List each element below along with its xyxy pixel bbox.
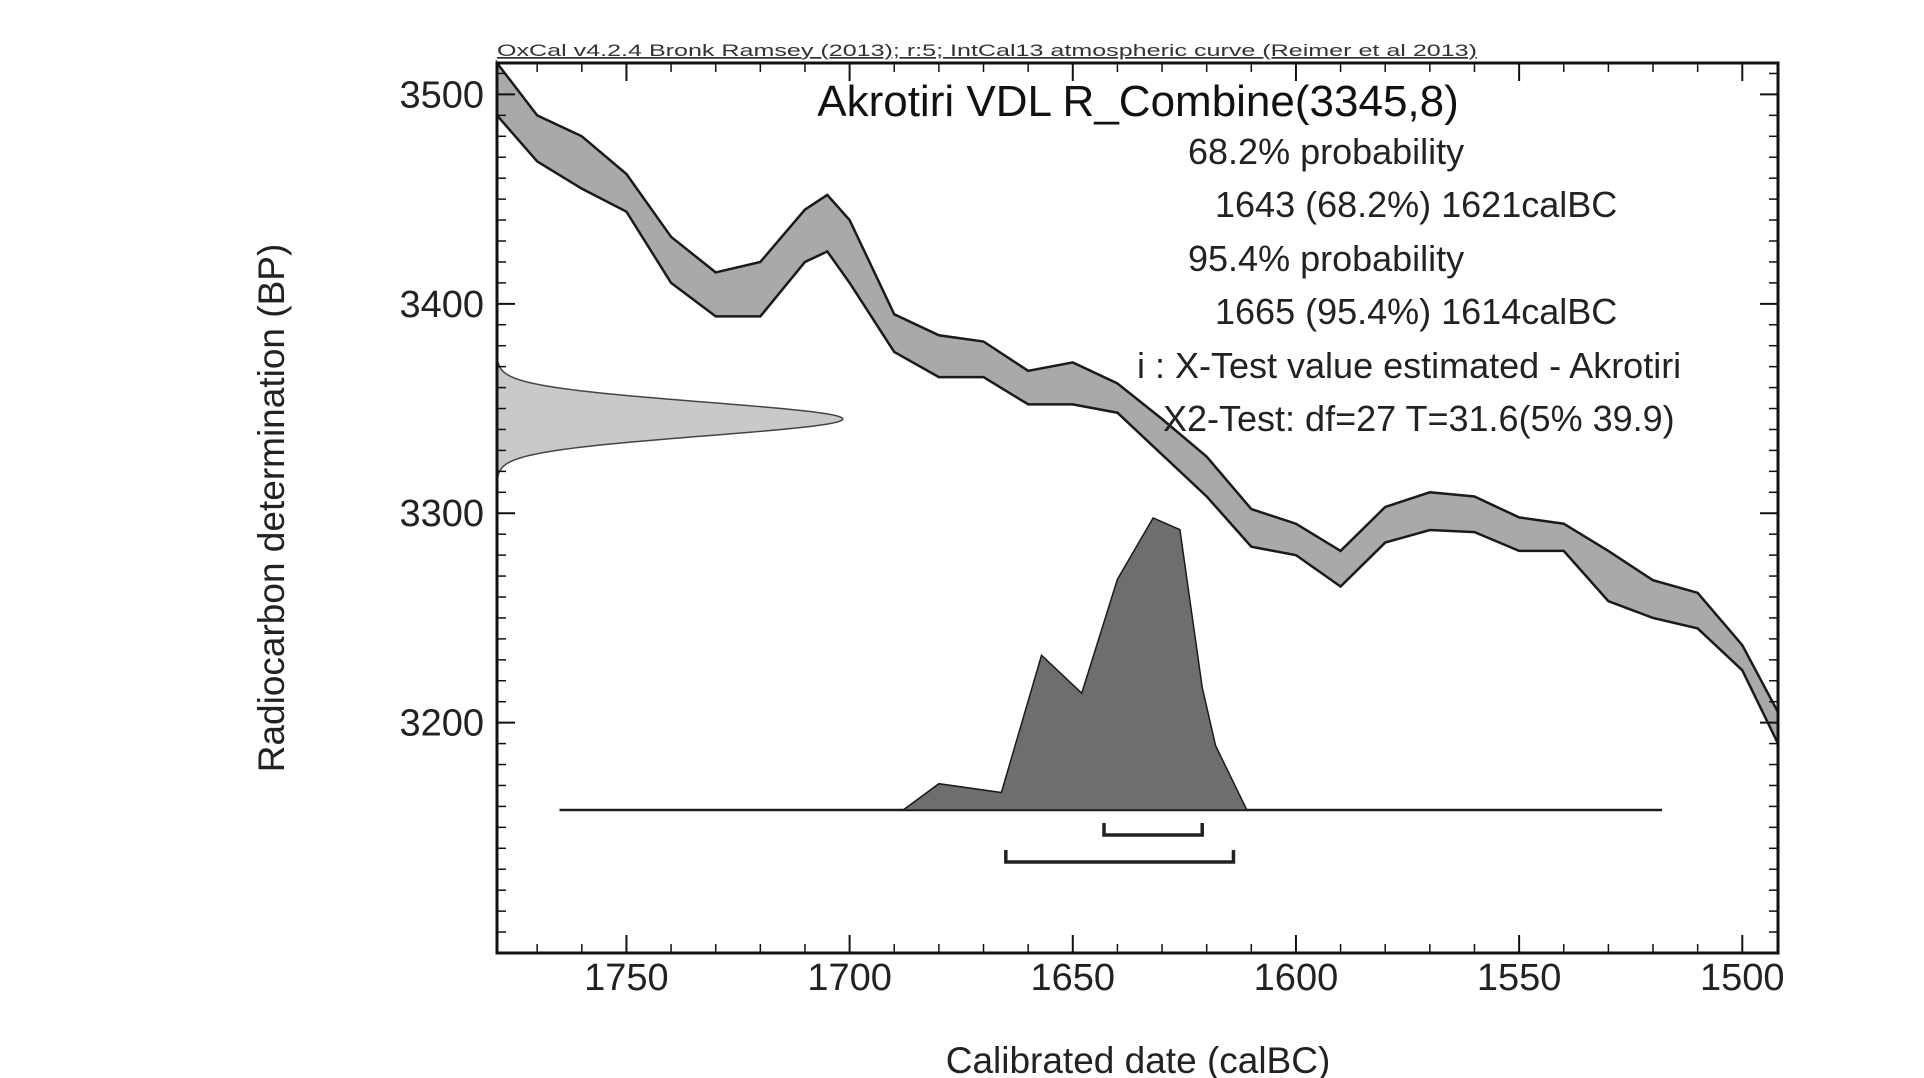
range-bracket-95-4pct bbox=[1004, 850, 1236, 864]
plot-frame bbox=[495, 61, 1780, 955]
annotation-68-range: 1643 (68.2%) 1621calBC bbox=[1215, 184, 1617, 225]
annotation-xtest-note: i : X-Test value estimated - Akrotiri bbox=[1137, 345, 1681, 386]
x-tick-label: 1700 bbox=[807, 957, 892, 999]
tick-labels: 1750 1700 1650 1600 1550 1500 3500 3400 3300 3200 bbox=[399, 74, 1784, 999]
x-tick-label: 1500 bbox=[1700, 957, 1785, 999]
annotation-chi2-test: X2-Test: df=27 T=31.6(5% 39.9) bbox=[1163, 398, 1675, 439]
annotation-95-range: 1665 (95.4%) 1614calBC bbox=[1215, 291, 1617, 332]
x-tick-label: 1750 bbox=[584, 957, 669, 999]
axis-ticks bbox=[497, 63, 1778, 953]
x-tick-label: 1550 bbox=[1477, 957, 1562, 999]
range-bracket-68-2pct bbox=[1102, 823, 1204, 837]
y-tick-label: 3300 bbox=[399, 493, 484, 535]
x-tick-label: 1650 bbox=[1031, 957, 1116, 999]
y-axis-title: Radiocarbon determination (BP) bbox=[251, 244, 292, 773]
plot-layers bbox=[495, 59, 1780, 864]
chart-title: Akrotiri VDL R_Combine(3345,8) bbox=[817, 77, 1459, 126]
measurement-distribution bbox=[496, 351, 844, 487]
x-tick-label: 1600 bbox=[1254, 957, 1339, 999]
y-tick-label: 3200 bbox=[399, 703, 484, 745]
annotation-95-heading: 95.4% probability bbox=[1188, 238, 1464, 279]
x-axis-title: Calibrated date (calBC) bbox=[946, 1040, 1331, 1078]
source-header: OxCal v4.2.4 Bronk Ramsey (2013); r:5; I… bbox=[497, 41, 1477, 60]
annotation-68-heading: 68.2% probability bbox=[1188, 131, 1464, 172]
y-tick-label: 3500 bbox=[399, 74, 484, 116]
posterior-distribution bbox=[559, 517, 1662, 811]
y-tick-label: 3400 bbox=[399, 284, 484, 326]
